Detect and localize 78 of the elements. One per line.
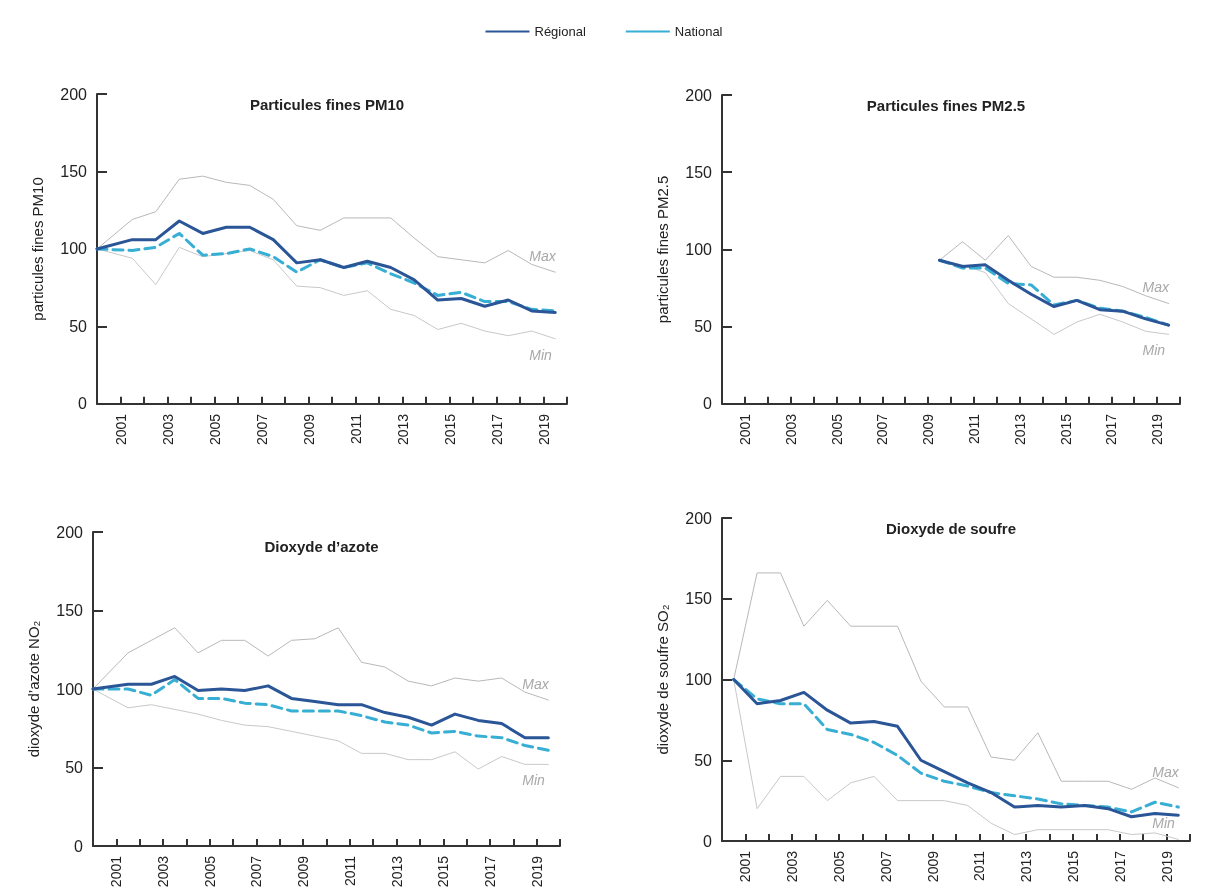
- series-label: Min: [522, 772, 546, 789]
- y-tick-label: 50: [65, 759, 84, 776]
- series-label: Min: [1152, 815, 1176, 832]
- legend-label: National: [674, 24, 723, 39]
- y-tick-label: 100: [60, 240, 88, 258]
- series-label: Max: [1152, 763, 1180, 780]
- x-tick-label: 2013: [1018, 850, 1035, 883]
- x-tick-label: 2005: [201, 855, 218, 888]
- x-tick-label: 2017: [481, 855, 498, 888]
- x-tick-label: 2005: [828, 413, 845, 446]
- y-tick-label: 150: [685, 590, 713, 608]
- y-tick-label: 200: [60, 85, 88, 103]
- x-tick-label: 2011: [965, 413, 982, 444]
- y-axis-title: particules fines PM10: [29, 177, 46, 321]
- x-tick-label: 2009: [924, 850, 941, 883]
- y-tick-label: 100: [56, 680, 84, 698]
- x-tick-label: 2015: [1057, 413, 1074, 446]
- x-tick-label: 2015: [1065, 850, 1081, 883]
- x-tick-label: 2019: [528, 855, 545, 888]
- x-tick-label: 2011: [347, 413, 364, 444]
- y-tick-label: 200: [56, 523, 84, 541]
- y-tick-label: 150: [56, 602, 84, 619]
- y-tick-label: 100: [685, 240, 713, 258]
- y-tick-label: 0: [74, 837, 84, 855]
- chart-title: Dioxyde d’azote: [264, 538, 379, 555]
- x-tick-label: 2011: [971, 850, 988, 882]
- series-label: Max: [529, 248, 557, 265]
- x-tick-label: 2019: [1158, 850, 1175, 883]
- x-tick-label: 2009: [295, 855, 312, 888]
- y-tick-label: 0: [703, 832, 713, 850]
- x-tick-label: 2017: [1103, 413, 1120, 446]
- series-label: Min: [1142, 342, 1166, 359]
- x-tick-label: 2019: [1149, 413, 1166, 446]
- x-tick-label: 2009: [300, 413, 317, 446]
- x-tick-label: 2013: [1011, 413, 1028, 446]
- y-tick-label: 150: [60, 162, 88, 180]
- x-tick-label: 2013: [394, 413, 411, 446]
- x-tick-label: 2011: [341, 855, 358, 887]
- x-tick-label: 2017: [488, 413, 505, 446]
- x-tick-label: 2003: [155, 855, 172, 888]
- y-tick-label: 100: [685, 671, 713, 688]
- x-tick-label: 2005: [831, 850, 847, 883]
- x-tick-label: 2003: [784, 850, 801, 883]
- series-label: Min: [529, 346, 553, 363]
- y-tick-label: 150: [685, 163, 713, 181]
- x-tick-label: 2001: [736, 413, 753, 446]
- x-tick-label: 2007: [877, 850, 894, 883]
- x-tick-label: 2005: [206, 413, 223, 446]
- chart-title: Dioxyde de soufre: [885, 520, 1017, 537]
- series-label: Max: [1142, 279, 1170, 296]
- y-tick-label: 50: [694, 318, 713, 336]
- x-tick-label: 2001: [112, 413, 129, 446]
- x-tick-label: 2019: [535, 413, 552, 446]
- x-tick-label: 2013: [388, 855, 405, 888]
- y-tick-label: 200: [685, 509, 713, 527]
- y-axis-title: dioxyde d’azote NO₂: [25, 620, 42, 758]
- x-tick-label: 2007: [874, 413, 891, 446]
- chart-title: Particules fines PM10: [249, 96, 405, 113]
- x-tick-label: 2007: [253, 413, 270, 446]
- series-label: Max: [522, 675, 550, 692]
- x-tick-label: 2001: [108, 855, 125, 888]
- x-tick-label: 2003: [159, 413, 176, 446]
- x-tick-label: 2001: [737, 850, 754, 883]
- y-axis-title: dioxyde de soufre SO₂: [654, 604, 671, 755]
- x-tick-label: 2007: [248, 855, 265, 888]
- y-tick-label: 0: [78, 395, 88, 413]
- x-tick-label: 2015: [435, 855, 452, 888]
- x-tick-label: 2003: [782, 413, 799, 446]
- y-tick-label: 0: [703, 395, 713, 413]
- chart-title: Particules fines PM2.5: [866, 97, 1026, 114]
- legend-label: Régional: [534, 24, 586, 39]
- y-tick-label: 50: [69, 317, 88, 335]
- x-tick-label: 2017: [1111, 850, 1128, 883]
- x-tick-label: 2009: [920, 413, 937, 446]
- y-tick-label: 50: [694, 751, 713, 769]
- y-tick-label: 200: [685, 86, 713, 104]
- y-axis-title: particules fines PM2.5: [654, 175, 671, 324]
- x-tick-label: 2015: [441, 413, 458, 446]
